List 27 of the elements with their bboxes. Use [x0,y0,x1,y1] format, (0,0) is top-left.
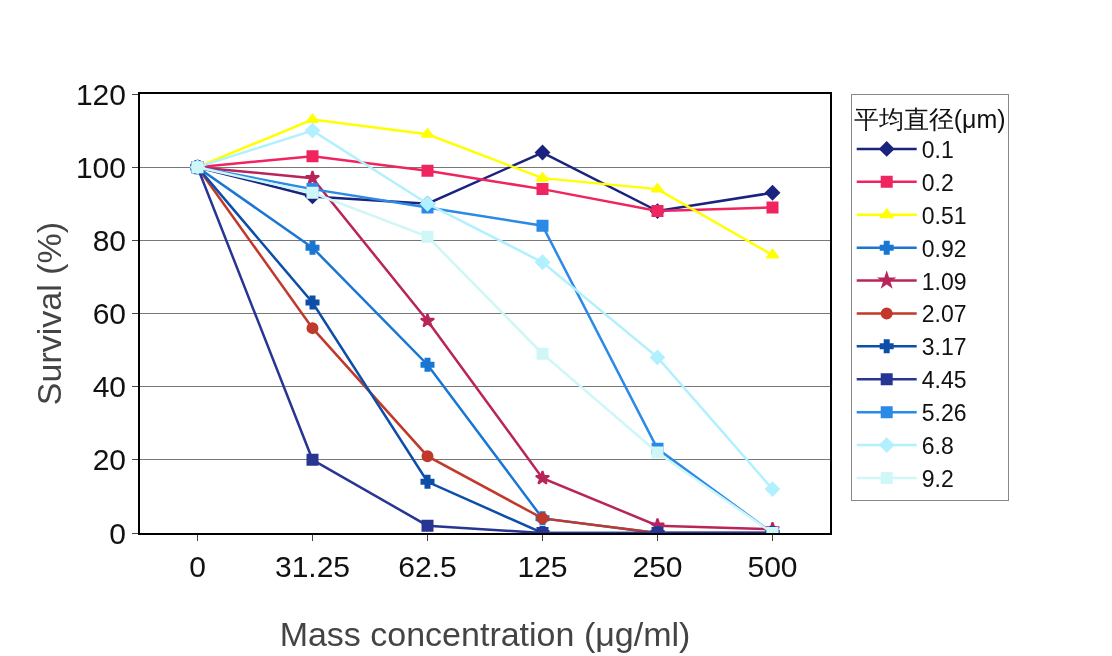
legend-label: 0.51 [921,202,967,229]
x-tick-label: 0 [189,550,206,583]
y-axis-title: Survival (%) [30,221,68,406]
legend-label: 0.1 [921,136,954,163]
x-tick-label: 31.25 [274,550,351,583]
x-axis-title: Mass concentration (μg/ml) [279,615,691,653]
x-tick-label: 250 [632,550,683,583]
legend-label: 4.45 [921,367,967,394]
y-tick-label: 20 [92,443,126,477]
y-tick-label: 120 [75,77,126,111]
legend-label: 1.09 [921,268,967,295]
legend-label: 0.92 [921,235,967,262]
legend-title: 平均直径(μm) [853,104,1006,133]
x-tick-label: 125 [517,550,568,583]
x-tick-label: 62.5 [398,550,457,583]
legend-label: 2.07 [921,301,967,328]
legend-label: 5.26 [921,400,967,427]
y-tick-label: 80 [92,223,126,257]
legend-label: 6.8 [921,433,954,460]
legend-label: 0.2 [921,169,954,196]
legend-label: 9.2 [921,465,954,492]
y-tick-label: 60 [92,297,126,330]
legend-label: 3.17 [921,334,967,361]
y-tick-label: 0 [109,516,126,550]
y-tick-label: 100 [75,150,126,184]
y-tick-label: 40 [92,370,126,404]
x-tick-label: 500 [747,550,798,583]
